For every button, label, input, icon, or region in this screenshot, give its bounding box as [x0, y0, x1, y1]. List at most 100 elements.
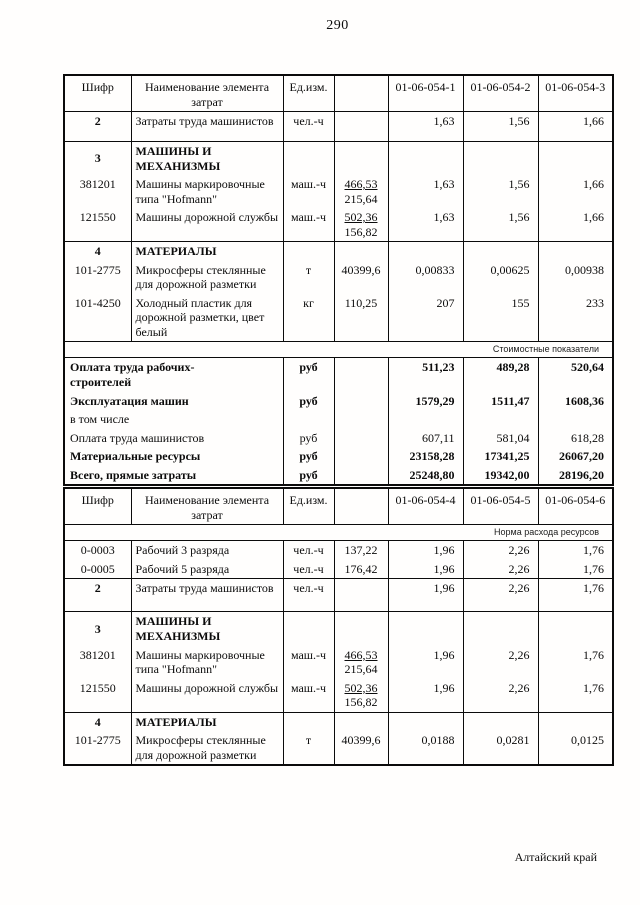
- col-header-norm-5: 01-06-054-5: [462, 488, 539, 525]
- cost-row: Эксплуатация машин руб 1579,29 1511,47 1…: [63, 391, 614, 410]
- section-band-label: Стоимостные показатели: [64, 341, 613, 358]
- cell-name: МАТЕРИАЛЫ: [130, 711, 284, 731]
- cell-value: 1,63: [387, 111, 464, 142]
- cell-code: 3: [63, 141, 132, 175]
- col-header-price: [333, 75, 389, 112]
- cell-price: 40399,6: [333, 260, 389, 294]
- cell-value: 1,76: [537, 678, 614, 712]
- col-header-norm-2: 01-06-054-2: [462, 75, 539, 112]
- section-row: 3 МАШИНЫ И МЕХАНИЗМЫ: [63, 611, 614, 646]
- cell-code: 381201: [63, 175, 132, 208]
- cell-value: 0,00833: [387, 260, 464, 294]
- table-row: 2 Затраты труда машинистов чел.-ч 1,63 1…: [63, 111, 614, 142]
- cell-name: Машины дорожной службы: [130, 678, 284, 712]
- cell-price: [333, 357, 389, 392]
- cell-name: Машины дорожной службы: [130, 208, 284, 242]
- cell-value: 1,76: [537, 540, 614, 560]
- cell-value: 0,0188: [387, 731, 464, 765]
- cell-value: 2,26: [462, 540, 539, 560]
- cell-unit: руб: [282, 391, 335, 410]
- cell-value: [537, 711, 614, 731]
- cell-unit: [282, 241, 335, 261]
- cell-code: 4: [63, 711, 132, 731]
- price-denominator: 156,82: [344, 224, 378, 239]
- cell-value: 23158,28: [387, 447, 464, 466]
- cell-price-fraction: 466,53 215,64: [333, 175, 389, 208]
- cell-value: 1,66: [537, 175, 614, 208]
- cell-unit: кг: [282, 293, 335, 342]
- table-row: 0-0005 Рабочий 5 разряда чел.-ч 176,42 1…: [63, 559, 614, 579]
- table-row: 121550 Машины дорожной службы маш.-ч 502…: [63, 208, 614, 242]
- cell-code: 0-0003: [63, 540, 132, 560]
- cell-price: [333, 447, 389, 466]
- cell-value: 1,76: [537, 645, 614, 679]
- cell-code: 381201: [63, 645, 132, 679]
- cell-name: МАШИНЫ И МЕХАНИЗМЫ: [130, 141, 284, 175]
- col-header-name: Наименование элемента затрат: [130, 75, 284, 112]
- cell-name: Затраты труда машинистов: [130, 111, 284, 142]
- cell-value: 207: [387, 293, 464, 342]
- cost-row-total: Всего, прямые затраты руб 25248,80 19342…: [63, 465, 614, 485]
- cell-name: Машины маркировочные типа "Hofmann": [130, 175, 284, 208]
- cell-unit: [282, 141, 335, 175]
- cell-value: 1,96: [387, 559, 464, 579]
- price-numerator: 466,53: [344, 177, 378, 191]
- cell-unit: чел.-ч: [282, 540, 335, 560]
- table-row: 101-2775 Микросферы стеклянные для дорож…: [63, 260, 614, 294]
- col-header-unit: Ед.изм.: [282, 488, 335, 525]
- cell-name: Рабочий 5 разряда: [130, 559, 284, 579]
- cell-price: [333, 611, 389, 646]
- cell-value: 19342,00: [462, 465, 539, 485]
- cell-value: 1,66: [537, 111, 614, 142]
- price-numerator: 502,36: [344, 680, 378, 695]
- cell-value: [537, 611, 614, 646]
- price-numerator: 466,53: [344, 647, 378, 662]
- cell-value: 520,64: [537, 357, 614, 392]
- cell-price: 40399,6: [333, 731, 389, 765]
- table-row: 2 Затраты труда машинистов чел.-ч 1,96 2…: [63, 578, 614, 612]
- cell-cost-name: Всего, прямые затраты: [63, 465, 284, 485]
- table-header-row: Шифр Наименование элемента затрат Ед.изм…: [63, 488, 614, 525]
- cell-value: 1,63: [387, 175, 464, 208]
- table-row: 0-0003 Рабочий 3 разряда чел.-ч 137,22 1…: [63, 540, 614, 560]
- cell-price: [333, 465, 389, 485]
- cell-value: 0,00938: [537, 260, 614, 294]
- cell-name: Машины маркировочные типа "Hofmann": [130, 645, 284, 679]
- cost-row: Оплата труда рабочих-строителей руб 511,…: [63, 357, 614, 392]
- band-row: Стоимостные показатели: [64, 341, 613, 358]
- cell-value: 1579,29: [387, 391, 464, 410]
- cell-unit: [282, 611, 335, 646]
- cell-name: Микросферы стеклянные для дорожной разме…: [130, 731, 284, 765]
- price-denominator: 215,64: [344, 191, 378, 206]
- cell-value: [537, 410, 614, 429]
- cell-code: 0-0005: [63, 559, 132, 579]
- cell-price: [333, 141, 389, 175]
- cell-code: 2: [63, 111, 132, 142]
- cell-price-fraction: 502,36 156,82: [333, 678, 389, 712]
- cell-value: 607,11: [387, 428, 464, 447]
- cell-value: 0,0281: [462, 731, 539, 765]
- cell-value: [387, 241, 464, 261]
- cell-value: 618,28: [537, 428, 614, 447]
- cell-unit: чел.-ч: [282, 111, 335, 142]
- cell-value: 1,56: [462, 208, 539, 242]
- region-footer: Алтайский край: [514, 850, 597, 864]
- cell-cost-name: Оплата труда машинистов: [63, 428, 284, 447]
- price-denominator: 215,64: [344, 662, 378, 676]
- table1-header: Шифр Наименование элемента затрат Ед.изм…: [63, 75, 614, 112]
- col-header-unit: Ед.изм.: [282, 75, 335, 112]
- cell-code: 2: [63, 578, 132, 612]
- cell-unit: маш.-ч: [282, 208, 335, 242]
- cell-price: [333, 711, 389, 731]
- cell-value: 26067,20: [537, 447, 614, 466]
- estimate-table-1: Шифр Наименование элемента затрат Ед.изм…: [63, 74, 614, 486]
- table2-header: Шифр Наименование элемента затрат Ед.изм…: [63, 488, 614, 525]
- cell-unit: т: [282, 731, 335, 765]
- cell-price: 176,42: [333, 559, 389, 579]
- cell-value: 1,76: [537, 559, 614, 579]
- cell-value: 1,96: [387, 645, 464, 679]
- cell-value: 1,63: [387, 208, 464, 242]
- cell-value: 581,04: [462, 428, 539, 447]
- cell-value: 489,28: [462, 357, 539, 392]
